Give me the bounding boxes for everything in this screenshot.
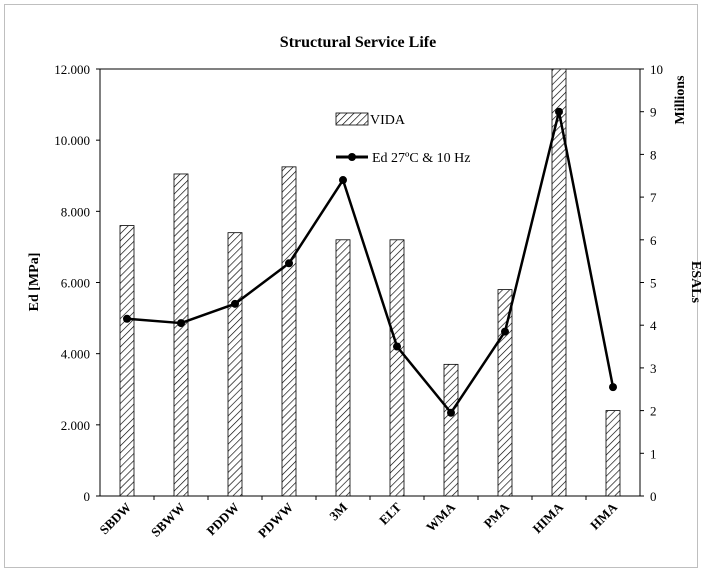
vida-bar-sbww	[173, 173, 189, 497]
vida-bar-pdww	[281, 166, 297, 497]
right-tick-label: 8	[650, 147, 657, 162]
legend-vida-label: VIDA	[370, 113, 406, 128]
left-axis-label: Ed [MPa]	[27, 253, 42, 312]
right-tick-label: 0	[650, 489, 657, 504]
vida-bar-elt	[389, 239, 405, 497]
vida-bar-sbdw	[119, 225, 135, 497]
right-tick-label: 2	[650, 404, 657, 419]
left-tick-label: 4.000	[61, 347, 90, 362]
category-label: ELT	[376, 499, 404, 527]
left-tick-label: 12.000	[54, 62, 90, 77]
legend: VIDA Ed 27ºC & 10 Hz	[335, 112, 470, 166]
legend-vida-swatch	[335, 112, 369, 126]
legend-ed-label: Ed 27ºC & 10 Hz	[372, 151, 470, 166]
vida-bar-hima	[551, 68, 567, 497]
ed-point-hma	[609, 383, 617, 392]
ed-point-3m	[339, 176, 347, 185]
right-tick-label: 10	[650, 62, 663, 77]
right-tick-label: 4	[650, 318, 657, 333]
ed-point-hima	[555, 107, 563, 116]
ed-line-series	[123, 107, 617, 417]
category-label: PMA	[481, 499, 513, 531]
vida-bar-hma	[605, 410, 621, 497]
right-tick-label: 5	[650, 276, 657, 291]
legend-ed-marker	[348, 153, 356, 161]
left-tick-label: 10.000	[54, 133, 90, 148]
right-tick-label: 1	[650, 446, 657, 461]
right-tick-label: 6	[650, 233, 657, 248]
category-label: WMA	[423, 499, 459, 535]
ed-point-wma	[447, 408, 455, 417]
category-label: HMA	[587, 499, 621, 533]
ed-point-pddw	[231, 299, 239, 308]
category-labels: SBDW SBWW PDDW PDWW 3M ELT WMA PMA HIMA HMA	[96, 496, 621, 541]
category-label: HIMA	[529, 499, 566, 536]
right-axis-label: ESALs	[688, 261, 703, 304]
vida-bar-pma	[497, 289, 513, 497]
right-tick-label: 7	[650, 190, 657, 205]
right-axis-units-label: Millions	[673, 75, 688, 125]
ed-point-sbww	[177, 319, 185, 328]
vida-bar-pddw	[227, 232, 243, 497]
left-tick-label: 6.000	[61, 276, 90, 291]
right-axis-ticks: 0 1 2 3 4 5 6 7 8 9 10	[640, 62, 663, 504]
left-tick-label: 2.000	[61, 418, 90, 433]
ed-point-pma	[501, 327, 509, 336]
right-tick-label: 9	[650, 105, 657, 120]
ed-point-elt	[393, 342, 401, 351]
category-label: SBWW	[148, 500, 188, 540]
ed-point-sbdw	[123, 314, 131, 323]
category-label: PDDW	[203, 500, 242, 539]
vida-bars	[119, 68, 621, 497]
vida-bar-3m	[335, 239, 351, 497]
ed-line	[126, 110, 615, 414]
left-tick-label: 0	[84, 489, 91, 504]
right-tick-label: 3	[650, 361, 657, 376]
left-axis-ticks: 0 2.000 4.000 6.000 8.000 10.000 12.000	[54, 62, 100, 504]
ed-point-pdww	[285, 259, 293, 268]
category-label: 3M	[326, 500, 350, 524]
chart-title: Structural Service Life	[280, 34, 436, 51]
left-tick-label: 8.000	[61, 204, 90, 219]
category-label: PDWW	[255, 500, 296, 541]
category-label: SBDW	[96, 500, 134, 538]
vida-bar-wma	[443, 363, 459, 497]
